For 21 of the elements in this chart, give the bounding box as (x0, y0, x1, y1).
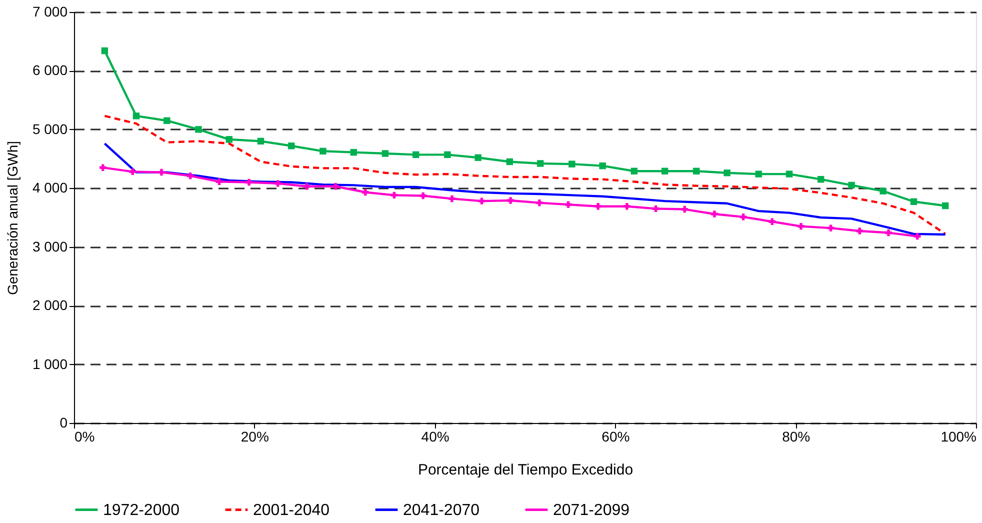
x-tick-label: 20% (240, 428, 269, 444)
legend-label: 2071-2099 (553, 502, 630, 519)
line-series (104, 114, 946, 236)
y-tick-label: 3 000 (32, 238, 68, 254)
legend-label: 2041-2070 (403, 502, 480, 519)
y-tick-label: 5 000 (32, 120, 68, 137)
y-tick-label: 2 000 (32, 297, 68, 314)
y-tick-label: 1 000 (32, 356, 68, 372)
y-tick-label: 0 (60, 414, 68, 430)
x-tick-label: 80% (782, 428, 810, 444)
legend-label: 2001-2040 (253, 502, 330, 519)
x-tick-label: 40% (421, 428, 450, 444)
x-tick-label: 100% (940, 428, 976, 444)
legend-label: 1972-2000 (103, 502, 180, 519)
y-tick-label: 4 000 (32, 180, 68, 196)
x-tick-label: 0% (74, 428, 95, 444)
x-tick-label: 60% (602, 428, 630, 444)
x-axis-title: Porcentaje del Tiempo Excedido (418, 462, 634, 478)
y-tick-label: 7 000 (32, 4, 68, 20)
y-axis-title: Generación anual [GWh] (4, 140, 20, 296)
y-tick-label: 6 000 (32, 62, 68, 78)
